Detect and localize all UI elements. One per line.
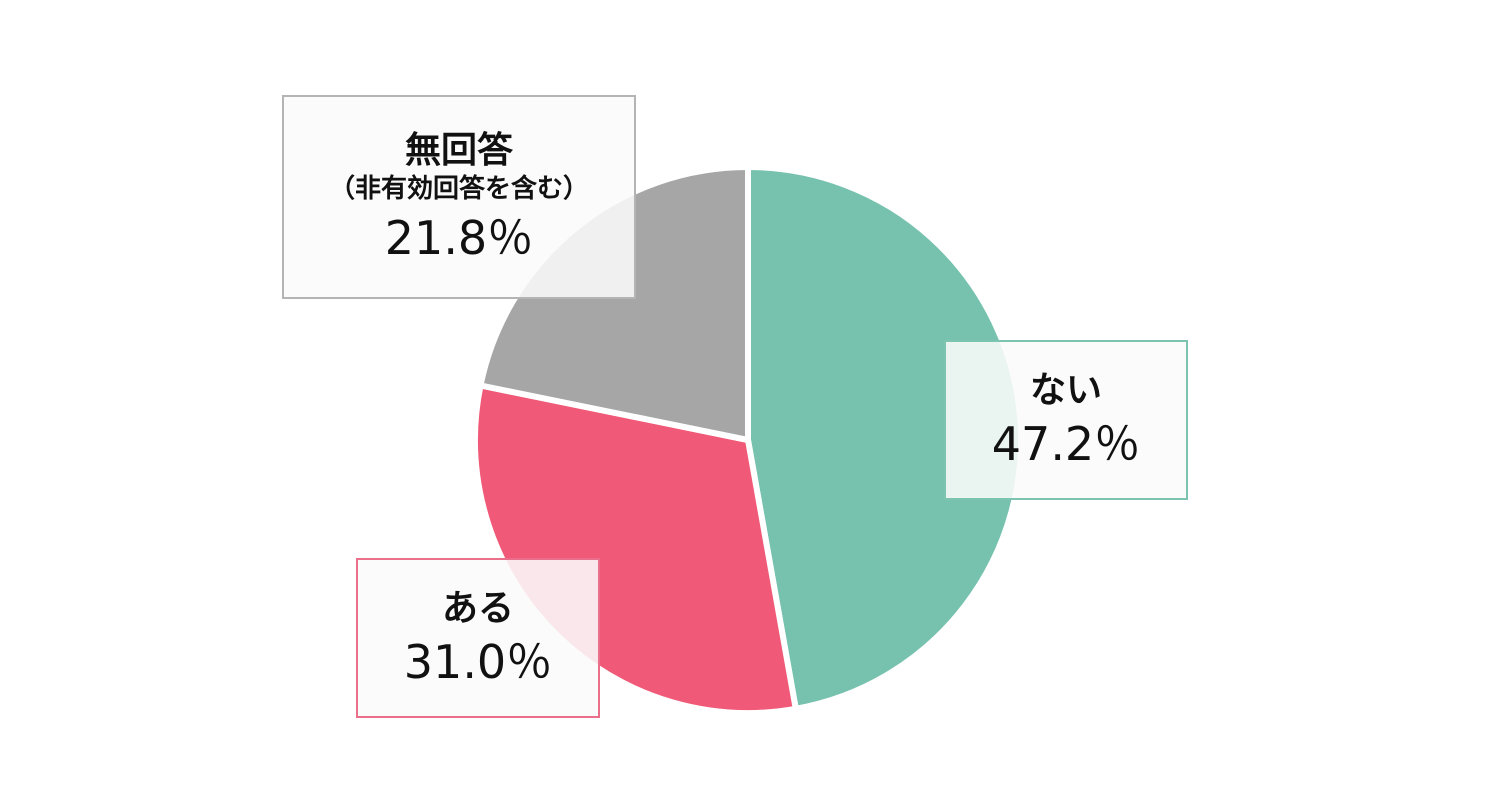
callout-no-answer: 無回答 （非有効回答を含む） 21.8％	[282, 95, 636, 299]
slice-value-no-answer: 21.8％	[384, 210, 534, 265]
slice-sublabel-no-answer: （非有効回答を含む）	[328, 174, 589, 204]
slice-label-no: ない	[1029, 369, 1102, 411]
slice-label-no-answer: 無回答	[404, 130, 513, 171]
slice-value-yes: 31.0％	[403, 634, 553, 689]
callout-yes: ある 31.0％	[356, 558, 600, 718]
slice-value-no: 47.2％	[991, 416, 1141, 471]
callout-no: ない 47.2％	[944, 340, 1188, 500]
slice-label-yes: ある	[441, 587, 514, 629]
